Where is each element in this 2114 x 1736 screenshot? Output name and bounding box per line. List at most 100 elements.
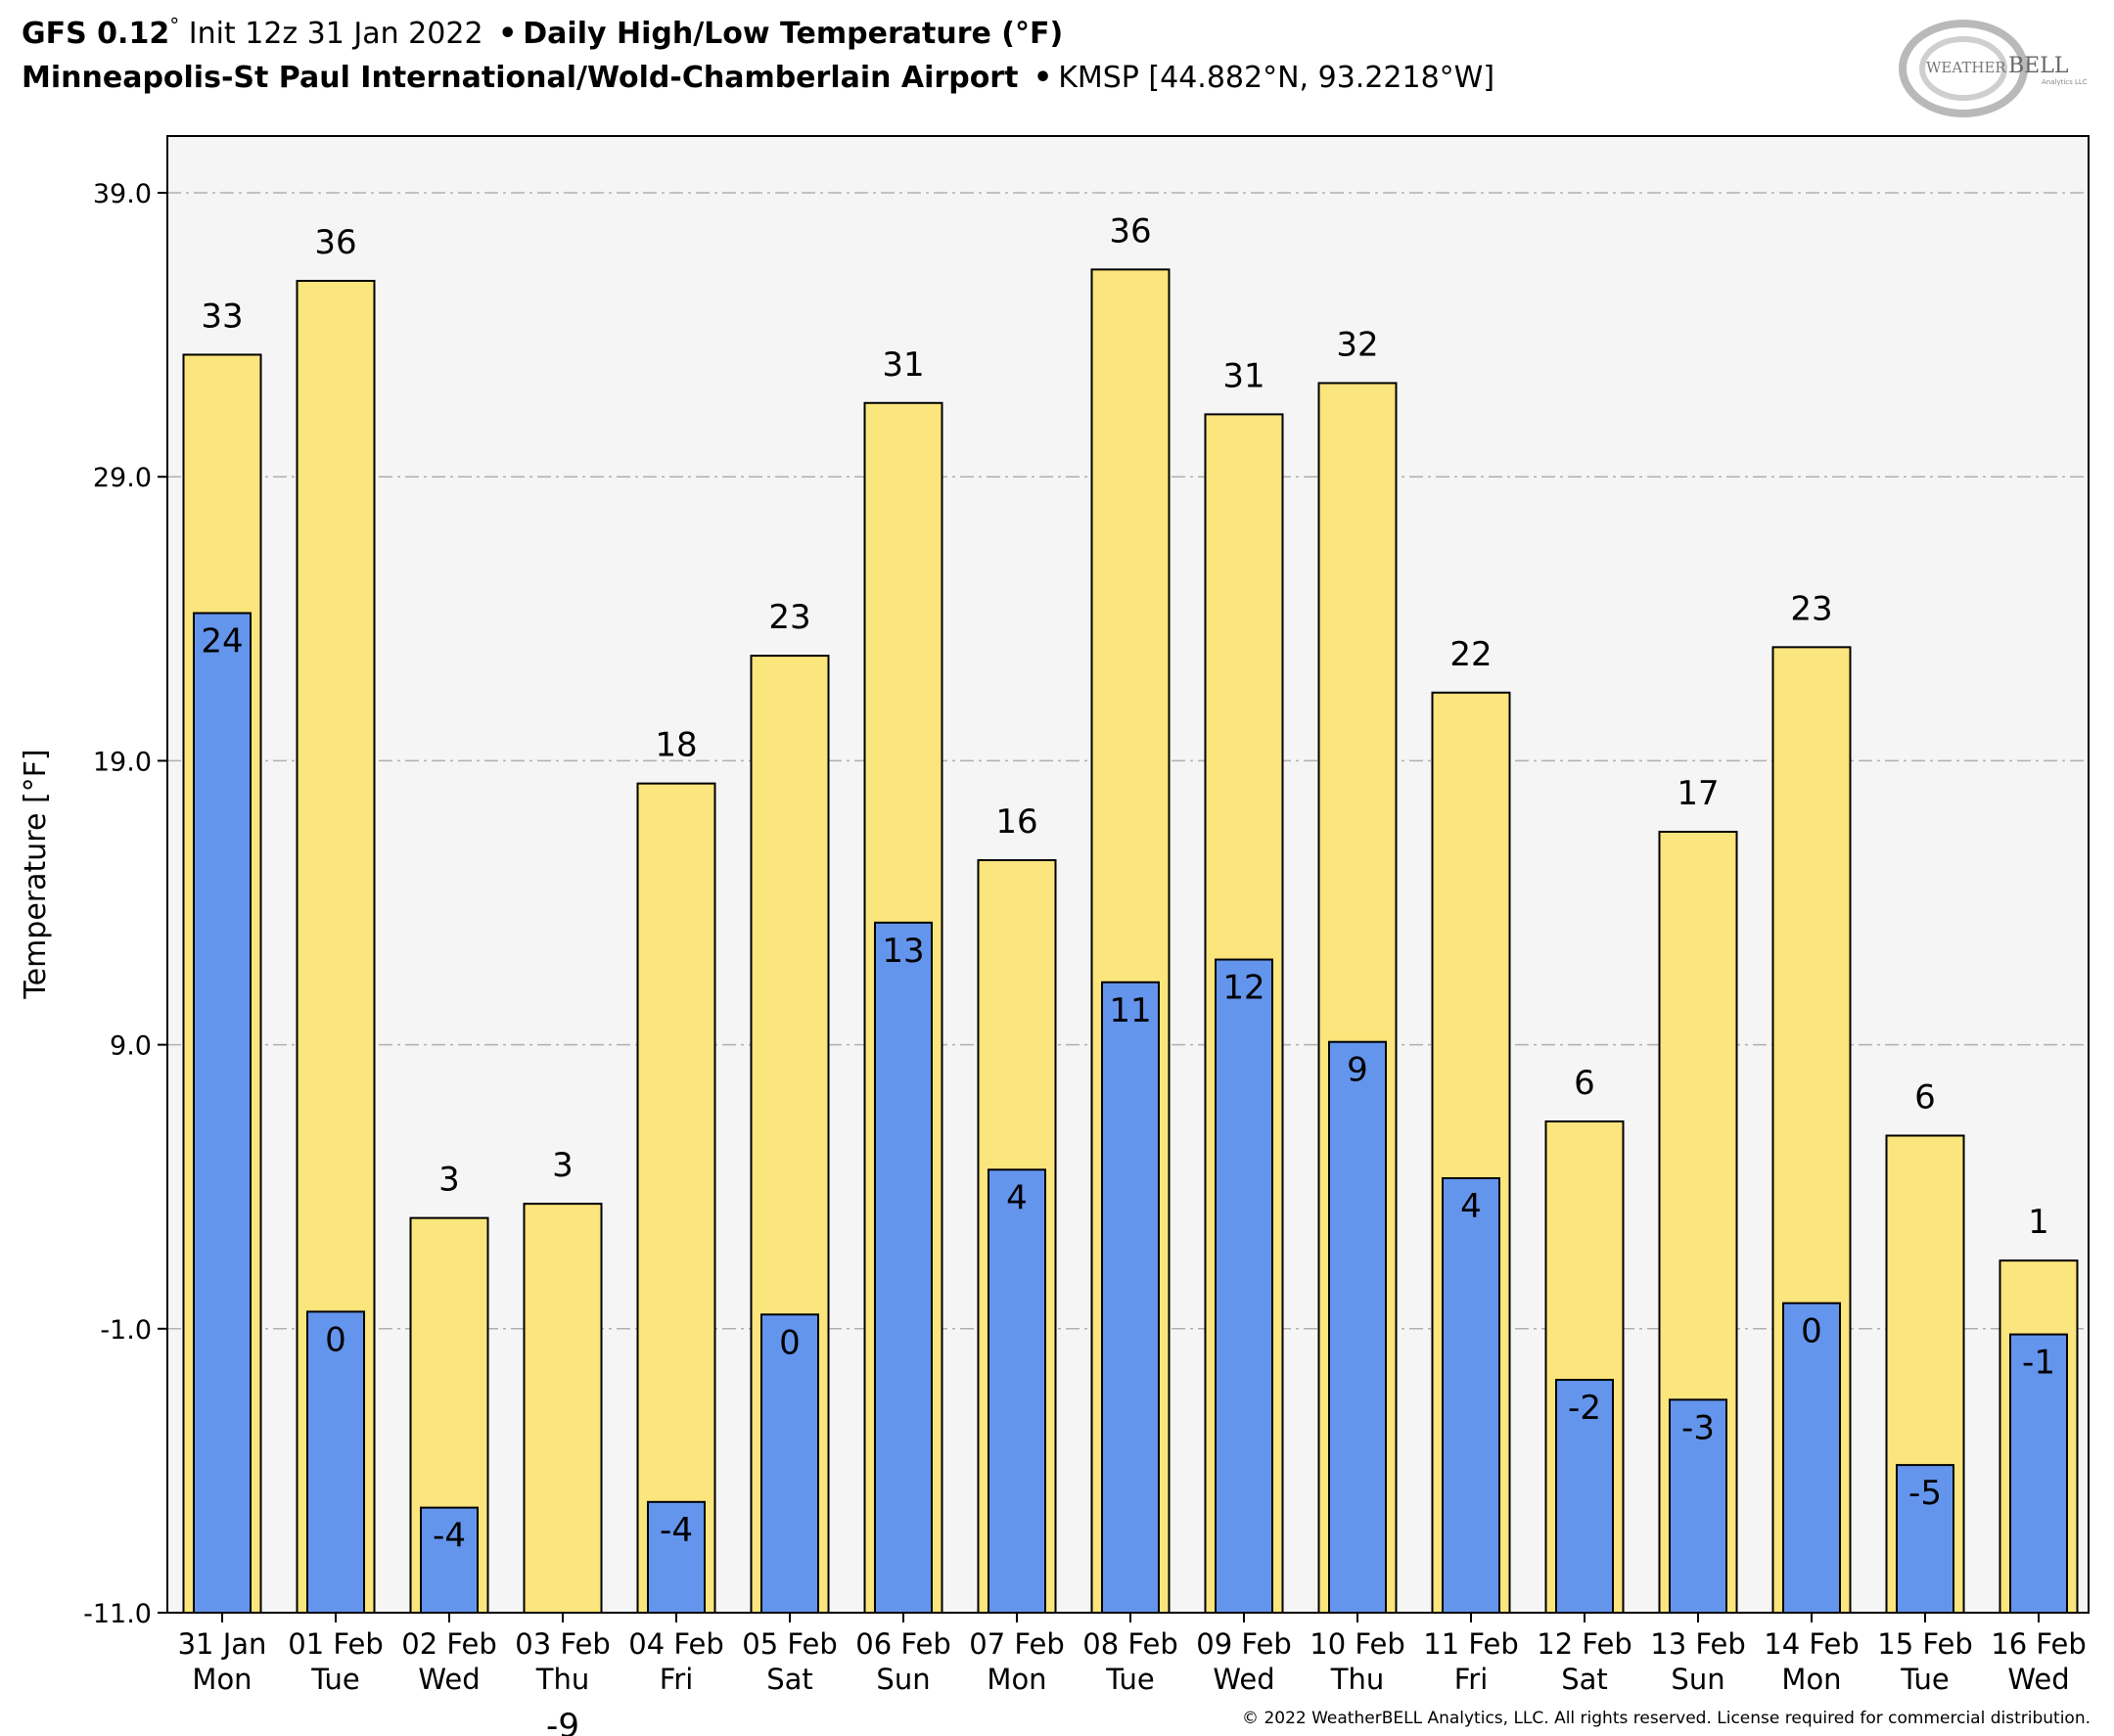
low-value-label: -1 [2022,1344,2055,1383]
x-tick-label-date: 16 Feb [1991,1627,2086,1661]
x-tick-label-day: Sun [1671,1663,1724,1696]
y-tick-label: -11.0 [83,1599,152,1629]
x-tick-label-date: 09 Feb [1196,1627,1291,1661]
copyright-notice: © 2022 WeatherBELL Analytics, LLC. All r… [1242,1709,2091,1728]
x-tick-label-date: 31 Jan [178,1627,267,1661]
low-bar [1328,1040,1387,1615]
x-tick-label-date: 08 Feb [1082,1627,1177,1661]
station-code: KMSP [44.882°N, 93.2218°W] [1058,61,1495,95]
y-axis-label: Temperature [°F] [19,749,53,999]
low-value-label: 9 [1347,1051,1368,1090]
low-bar [1215,958,1273,1614]
low-value-label: -5 [1908,1474,1942,1513]
logo-text-left: WEATHER [1926,59,2006,76]
x-tick-label-date: 07 Feb [969,1627,1064,1661]
separator: • [1034,61,1053,95]
low-value-label: -4 [433,1517,466,1556]
model-name: GFS 0.12 [22,17,170,51]
low-value-label: 0 [779,1323,801,1362]
high-value-label: 16 [995,802,1037,842]
x-tick-label-date: 12 Feb [1537,1627,1631,1661]
x-tick-label-date: 01 Feb [288,1627,383,1661]
x-tick-label-day: Wed [1213,1663,1274,1696]
low-value-label: 0 [325,1320,346,1359]
x-tick-label-day: Tue [1900,1663,1950,1696]
high-value-label: 17 [1677,774,1719,813]
low-value-label: -9 [546,1707,579,1736]
low-value-label: -4 [660,1511,693,1550]
low-bar [1896,1464,1954,1614]
high-value-label: 36 [1109,211,1151,251]
x-tick-label-day: Mon [1781,1663,1841,1696]
chart-title: GFS 0.12° Init 12z 31 Jan 2022 • Daily Hi… [22,14,1063,51]
low-value-label: -3 [1681,1408,1715,1447]
high-value-label: 36 [314,223,356,262]
high-value-label: 1 [2028,1203,2049,1242]
x-tick-label-day: Sat [766,1663,813,1696]
low-bar [988,1168,1046,1615]
high-value-label: 3 [438,1161,460,1200]
low-bar [1669,1398,1727,1614]
x-tick-label-date: 11 Feb [1423,1627,1518,1661]
x-tick-label-day: Sat [1561,1663,1608,1696]
y-tick-label: 9.0 [110,1031,152,1062]
high-value-label: 6 [1574,1064,1595,1103]
x-tick-label-date: 15 Feb [1877,1627,1972,1661]
x-tick-label-date: 05 Feb [742,1627,837,1661]
x-tick-label-day: Thu [1330,1663,1384,1696]
plot-frame [166,135,2090,1614]
high-value-label: 23 [1790,589,1832,628]
low-bar [1442,1177,1500,1614]
model-degree: ° [169,14,180,37]
logo-subtext: Analytics LLC [2042,78,2088,86]
low-value-label: 11 [1109,991,1151,1030]
y-tick-label: 19.0 [93,747,152,777]
high-value-label: 33 [201,297,243,336]
y-tick-label: 29.0 [93,463,152,493]
low-bar [874,921,933,1614]
high-bar [636,782,716,1614]
x-tick-label-day: Wed [418,1663,480,1696]
high-bar [523,1203,603,1614]
x-tick-label-date: 03 Feb [515,1627,610,1661]
x-tick-label-date: 04 Feb [628,1627,723,1661]
high-value-label: 3 [552,1146,574,1185]
low-value-label: 12 [1222,969,1264,1008]
low-value-label: 0 [1801,1312,1822,1351]
x-tick-label-day: Tue [310,1663,360,1696]
x-tick-label-day: Tue [1105,1663,1155,1696]
high-value-label: 31 [1222,356,1264,395]
x-tick-label-date: 06 Feb [855,1627,950,1661]
high-value-label: 31 [882,345,924,385]
x-tick-label-date: 02 Feb [401,1627,496,1661]
low-bar [306,1310,365,1614]
x-tick-label-day: Fri [1454,1663,1489,1696]
low-bar [647,1500,706,1614]
y-tick-label: 39.0 [93,179,152,209]
init-time: Init 12z 31 Jan 2022 [188,17,483,51]
high-value-label: 23 [768,598,810,637]
x-tick-label-date: 14 Feb [1764,1627,1859,1661]
low-bar [2009,1333,2068,1615]
data-labels: 33243603-43-918-423031131643611311232922… [201,211,2055,1736]
logo-text-right: BELL [2008,54,2069,78]
station-name: Minneapolis-St Paul International/Wold-C… [22,61,1019,95]
low-bar [1101,981,1160,1614]
high-value-label: 22 [1449,635,1492,674]
low-bar [420,1506,479,1615]
high-value-label: 6 [1914,1077,1936,1117]
x-tick-label-day: Mon [987,1663,1046,1696]
low-bar [193,612,252,1614]
y-axis: 39.0 29.0 19.0 9.0 -1.0 -11.0 [83,179,167,1629]
x-tick-label-day: Wed [2007,1663,2069,1696]
high-value-label: 32 [1336,325,1378,364]
low-value-label: 13 [882,932,924,971]
low-value-label: 24 [201,622,243,662]
low-bar [760,1313,819,1615]
chart-subtitle: Minneapolis-St Paul International/Wold-C… [22,61,1494,95]
low-value-label: 4 [1006,1178,1028,1217]
y-tick-label: -1.0 [100,1315,152,1346]
x-tick-label-day: Thu [535,1663,589,1696]
weatherbell-logo: WEATHER BELL Analytics LLC [1899,20,2088,117]
